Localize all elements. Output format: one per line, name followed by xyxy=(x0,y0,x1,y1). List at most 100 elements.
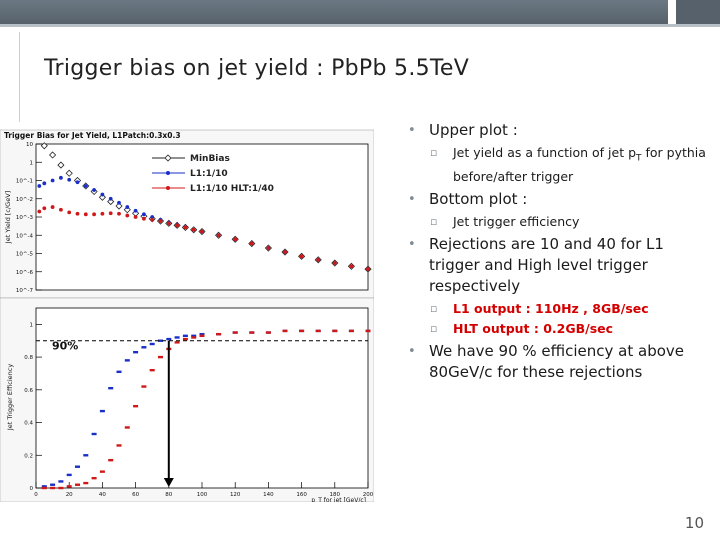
upper-y-tick-label: 10^-4 xyxy=(16,233,34,239)
upper-point-hlt xyxy=(175,223,180,228)
upper-point-hlt xyxy=(37,209,42,214)
lower-y-tick-label: 0.6 xyxy=(24,388,33,394)
bullet-text: Bottom plot : xyxy=(429,189,528,208)
slide-top-band xyxy=(0,0,720,27)
upper-point-l1 xyxy=(150,215,155,219)
lower-point-hlt xyxy=(299,329,305,333)
upper-point-hlt xyxy=(150,217,155,222)
lower-point-hlt xyxy=(108,458,114,462)
upper-point-minbias xyxy=(98,193,106,201)
plot-figure: Trigger Bias for Jet Yield, L1Patch:0.3x… xyxy=(0,122,375,504)
upper-point-hlt xyxy=(83,212,88,217)
upper-point-minbias xyxy=(65,169,73,177)
lower-point-hlt xyxy=(282,329,288,333)
lower-point-l1 xyxy=(182,334,188,338)
lower-point-hlt xyxy=(182,337,188,341)
upper-point-hlt xyxy=(42,206,47,211)
lower-point-l1 xyxy=(174,336,180,339)
lower-x-axis-label: p_T for jet [GeV/c] xyxy=(311,497,366,502)
lower-x-tick-label: 80 xyxy=(165,492,172,498)
title-area xyxy=(0,32,720,362)
upper-y-tick-label: 10^-5 xyxy=(16,252,34,258)
lower-point-hlt xyxy=(66,485,72,488)
upper-point-hlt xyxy=(158,219,163,223)
upper-y-axis-label: Jet Yield [c/GeV] xyxy=(4,191,12,244)
upper-point-l1 xyxy=(125,205,130,209)
upper-point-l1 xyxy=(67,177,72,182)
lower-y-tick-label: 0 xyxy=(30,486,34,492)
lower-y-tick-label: 1 xyxy=(30,322,34,328)
upper-point-l1 xyxy=(83,184,88,188)
upper-point-hlt xyxy=(117,211,121,216)
upper-y-tick-label: 10^-6 xyxy=(16,270,34,276)
lower-point-hlt xyxy=(332,329,338,333)
lower-point-l1 xyxy=(91,432,97,436)
legend-marker xyxy=(166,186,170,190)
lower-x-tick-label: 180 xyxy=(330,492,341,498)
sub-bullet-text: L1 output : 110Hz , 8GB/sec xyxy=(453,300,649,316)
upper-point-hlt xyxy=(59,207,63,212)
lower-point-l1 xyxy=(199,332,205,336)
lower-point-l1 xyxy=(83,454,89,457)
lower-point-hlt xyxy=(50,486,56,490)
sub-bullet-text: Jet trigger efficiency xyxy=(453,213,580,229)
lower-point-l1 xyxy=(116,370,122,374)
lower-point-hlt xyxy=(124,426,130,429)
lower-point-l1 xyxy=(124,359,130,362)
upper-y-tick-label: 10^-3 xyxy=(16,215,34,221)
upper-point-hlt xyxy=(332,261,337,265)
lower-point-hlt xyxy=(191,336,197,339)
bullet-text: We have 90 % efficiency at above 80GeV/c… xyxy=(429,341,685,381)
lower-x-tick-label: 100 xyxy=(197,492,208,498)
bullet-item: • Bottom plot : xyxy=(408,189,708,210)
upper-point-l1 xyxy=(142,212,146,217)
lower-point-l1 xyxy=(66,473,72,477)
upper-point-hlt xyxy=(75,211,80,216)
upper-point-hlt xyxy=(233,237,238,242)
lower-point-hlt xyxy=(41,486,47,490)
lower-x-tick-label: 60 xyxy=(132,492,139,498)
upper-point-l1 xyxy=(100,192,105,197)
legend-label: L1:1/10 HLT:1/40 xyxy=(190,184,274,194)
lower-point-l1 xyxy=(141,346,147,349)
lower-frame xyxy=(35,307,369,489)
upper-y-tick-label: 10^-2 xyxy=(16,197,33,203)
upper-point-hlt xyxy=(249,241,254,246)
upper-point-hlt xyxy=(349,264,354,269)
sub-bullet-square-icon: ▫ xyxy=(430,146,438,159)
bullet-item: • Rejections are 10 and 40 for L1 trigger… xyxy=(408,234,708,297)
lower-point-l1 xyxy=(108,386,114,390)
trigger-plots: Trigger Bias for Jet Yield, L1Patch:0.3x… xyxy=(0,122,375,504)
sub-bullet-item: ▫ Jet trigger efficiency xyxy=(408,213,708,230)
upper-point-l1 xyxy=(50,178,55,183)
upper-point-hlt xyxy=(266,246,271,250)
lower-point-l1 xyxy=(158,339,163,342)
legend-marker-minbias xyxy=(164,154,172,162)
upper-point-minbias xyxy=(49,151,57,159)
legend-label: MinBias xyxy=(190,154,230,164)
upper-point-l1 xyxy=(117,200,121,205)
slide-title: Trigger bias on jet yield : PbPb 5.5TeV xyxy=(44,56,470,81)
upper-point-hlt xyxy=(100,211,105,216)
upper-point-hlt xyxy=(133,215,138,219)
sub-bullet-square-icon: ▫ xyxy=(430,301,438,315)
upper-point-hlt xyxy=(67,210,72,215)
lower-x-tick-label: 200 xyxy=(363,492,374,498)
upper-y-tick-label: 10^-1 xyxy=(16,179,33,185)
upper-point-hlt xyxy=(200,229,204,234)
threshold-arrow-head-icon xyxy=(163,478,174,487)
upper-point-hlt xyxy=(283,250,287,254)
bullet-text: Rejections are 10 and 40 for L1 trigger … xyxy=(429,234,664,295)
sub-bullet-square-icon: ▫ xyxy=(430,214,438,228)
upper-y-tick-label: 1 xyxy=(30,160,34,166)
upper-point-l1 xyxy=(42,181,47,186)
lower-point-l1 xyxy=(166,337,172,341)
legend-marker xyxy=(166,171,170,175)
lower-x-tick-label: 160 xyxy=(296,492,307,498)
lower-y-tick-label: 0.8 xyxy=(24,355,33,361)
lower-point-hlt xyxy=(158,355,163,359)
bullet-text: Upper plot : xyxy=(429,121,518,139)
lower-point-l1 xyxy=(191,334,197,338)
lower-point-hlt xyxy=(75,483,80,486)
upper-plot-title: Trigger Bias for Jet Yield, L1Patch:0.3x… xyxy=(4,131,181,140)
